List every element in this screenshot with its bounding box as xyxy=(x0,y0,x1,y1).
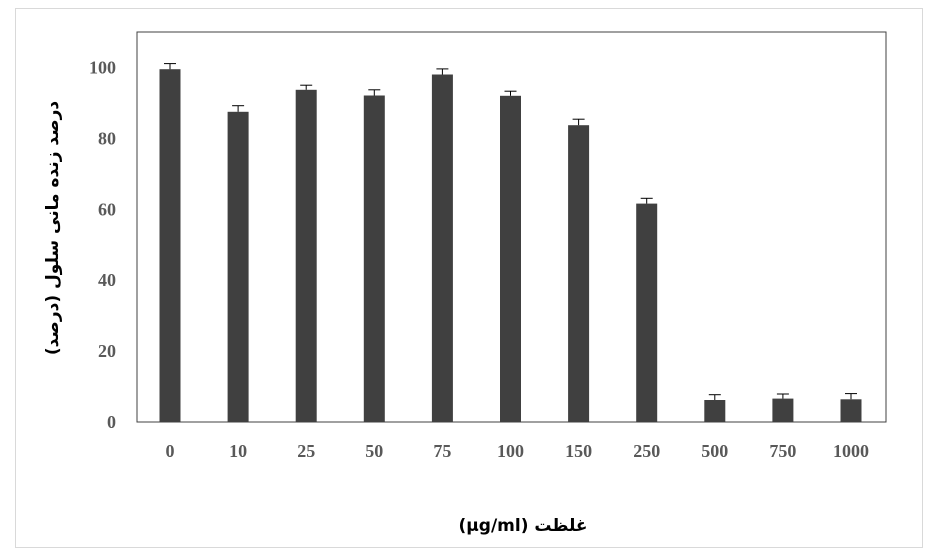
bar-1000 xyxy=(840,399,862,422)
x-tick-label: 750 xyxy=(769,441,796,461)
error-bar-50 xyxy=(368,89,381,96)
x-tick-label: 150 xyxy=(565,441,592,461)
bar-25 xyxy=(295,89,317,423)
error-bar-10 xyxy=(232,105,245,112)
bar-75 xyxy=(431,74,453,422)
error-bar-750 xyxy=(776,393,789,399)
y-tick-label: 100 xyxy=(89,58,116,78)
error-bar-0 xyxy=(164,63,176,70)
bar-50 xyxy=(363,95,385,422)
y-tick-label: 80 xyxy=(98,128,116,148)
x-tick-label: 75 xyxy=(433,441,451,461)
bar-750 xyxy=(772,398,794,422)
x-tick-label: 1000 xyxy=(833,441,869,461)
bar-150 xyxy=(568,125,590,422)
y-tick-labels: 0 20 40 60 80 100 xyxy=(89,58,116,433)
bar-100 xyxy=(500,95,521,423)
y-tick-label: 60 xyxy=(98,199,116,219)
error-bar-250 xyxy=(640,197,653,204)
x-tick-label: 0 xyxy=(166,441,175,461)
bars-group xyxy=(159,69,862,423)
x-tick-label: 100 xyxy=(497,441,524,461)
x-tick-label: 500 xyxy=(701,441,728,461)
y-tick-label: 20 xyxy=(98,341,116,361)
error-bar-75 xyxy=(436,68,449,75)
x-tick-labels: 0 10 25 50 75 100 150 250 500 750 1000 xyxy=(166,441,870,461)
bar-0 xyxy=(159,69,181,422)
bar-250 xyxy=(636,203,658,422)
x-axis-title: غلظت (µg/ml) xyxy=(458,516,587,536)
x-tick-label: 250 xyxy=(633,441,660,461)
x-tick-label: 10 xyxy=(229,441,247,461)
x-tick-label: 25 xyxy=(297,441,315,461)
bar-500 xyxy=(704,400,726,422)
x-tick-label: 50 xyxy=(365,441,383,461)
y-tick-label: 0 xyxy=(107,412,116,432)
y-axis-title: درصد زنده مانی سلول (درصد) xyxy=(43,101,63,356)
error-bars-group xyxy=(164,63,857,400)
error-bar-150 xyxy=(572,118,585,126)
y-tick-label: 40 xyxy=(98,270,116,290)
bar-10 xyxy=(227,111,249,423)
error-bar-1000 xyxy=(845,393,857,400)
error-bar-100 xyxy=(504,90,517,96)
error-bar-25 xyxy=(300,84,313,90)
error-bar-500 xyxy=(708,394,721,400)
